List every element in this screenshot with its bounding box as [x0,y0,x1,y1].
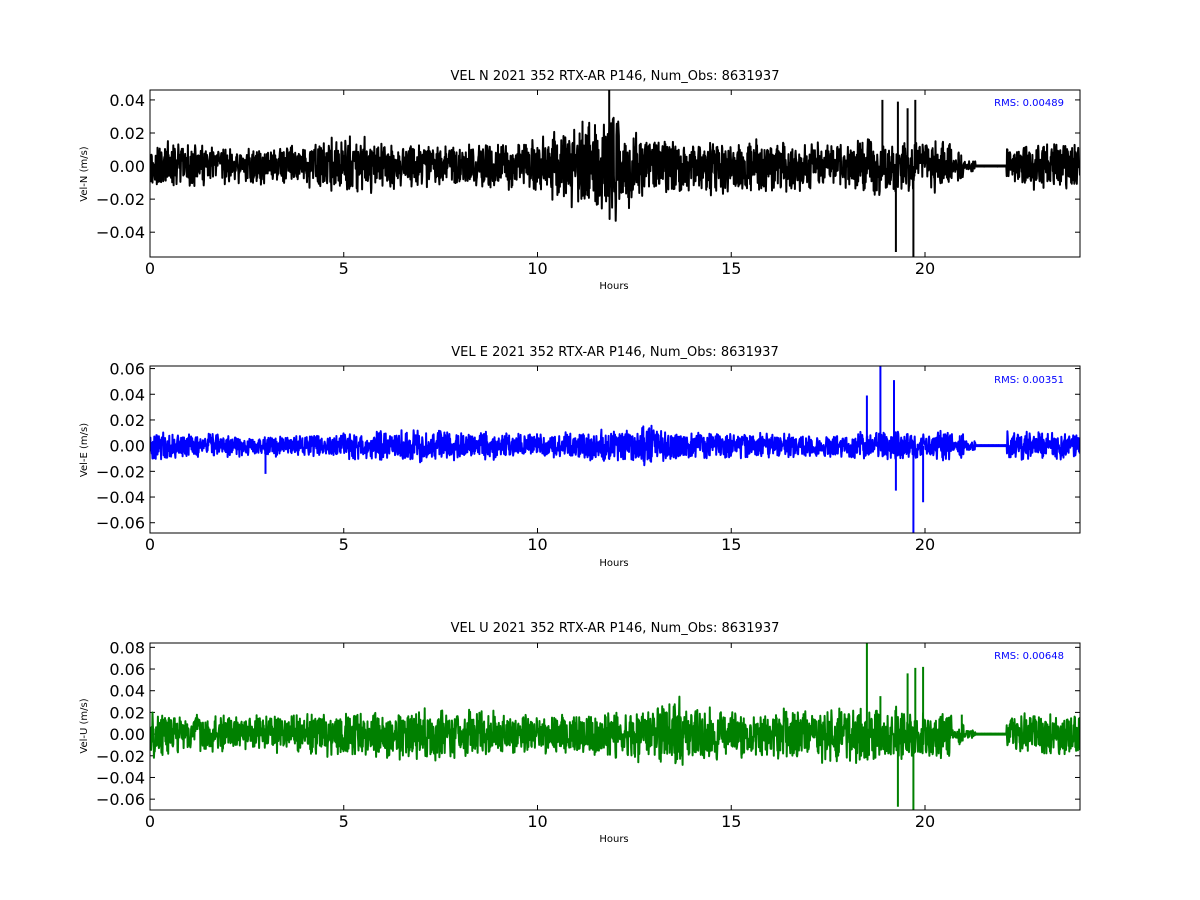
y-tick-label: 0.00 [109,437,145,456]
y-tick-label: −0.04 [96,768,145,787]
x-axis-label: Hours [599,834,628,845]
x-tick-label: 20 [915,535,935,554]
series-group [150,90,1080,257]
panel-vel-u: VEL U 2021 352 RTX-AR P146, Num_Obs: 863… [79,621,1081,845]
panel-vel-n: VEL N 2021 352 RTX-AR P146, Num_Obs: 863… [79,69,1081,292]
y-tick-label: −0.02 [96,747,145,766]
y-axis-label: Vel-E (m/s) [79,423,90,477]
x-tick-label: 5 [339,259,349,278]
x-axis-label: Hours [599,558,628,569]
x-tick-label: 15 [721,259,741,278]
rms-annotation: RMS: 0.00648 [994,651,1064,662]
panel-title: VEL E 2021 352 RTX-AR P146, Num_Obs: 863… [451,345,778,360]
x-tick-label: 0 [145,535,155,554]
y-tick-label: 0.04 [109,682,145,701]
rms-annotation: RMS: 0.00489 [994,98,1064,109]
x-tick-label: 20 [915,812,935,831]
y-tick-label: 0.00 [109,157,145,176]
y-tick-label: 0.00 [109,725,145,744]
y-tick-label: −0.04 [96,488,145,507]
axes-frame [149,89,1081,258]
y-tick-label: 0.02 [109,703,145,722]
axes-frame [149,365,1081,534]
panel-title: VEL U 2021 352 RTX-AR P146, Num_Obs: 863… [451,621,780,636]
x-tick-label: 15 [721,812,741,831]
x-tick-label: 5 [339,535,349,554]
panel-vel-e: VEL E 2021 352 RTX-AR P146, Num_Obs: 863… [79,345,1081,569]
y-tick-label: −0.06 [96,514,145,533]
y-tick-label: 0.02 [109,411,145,430]
rms-annotation: RMS: 0.00351 [994,375,1064,386]
series-group [150,643,1080,810]
y-axis-label: Vel-N (m/s) [79,146,90,201]
panel-title: VEL N 2021 352 RTX-AR P146, Num_Obs: 863… [451,69,780,84]
y-tick-label: 0.04 [109,385,145,404]
series-line [150,90,1080,257]
x-tick-label: 10 [527,259,547,278]
y-tick-label: 0.08 [109,638,145,657]
x-tick-label: 15 [721,535,741,554]
series-line [150,643,1080,810]
x-tick-label: 0 [145,812,155,831]
x-tick-label: 0 [145,259,155,278]
x-tick-label: 10 [527,535,547,554]
y-tick-label: 0.02 [109,124,145,143]
x-tick-label: 10 [527,812,547,831]
x-axis-label: Hours [599,281,628,292]
y-tick-label: −0.02 [96,462,145,481]
y-tick-label: −0.04 [96,223,145,242]
y-tick-label: 0.06 [109,660,145,679]
x-tick-label: 5 [339,812,349,831]
axes-frame [149,642,1081,811]
y-axis-label: Vel-U (m/s) [79,698,90,753]
y-tick-label: 0.04 [109,91,145,110]
series-group [150,366,1080,533]
y-tick-label: −0.02 [96,190,145,209]
y-tick-label: −0.06 [96,790,145,809]
series-line [150,366,1080,533]
y-tick-label: 0.06 [109,360,145,379]
x-tick-label: 20 [915,259,935,278]
